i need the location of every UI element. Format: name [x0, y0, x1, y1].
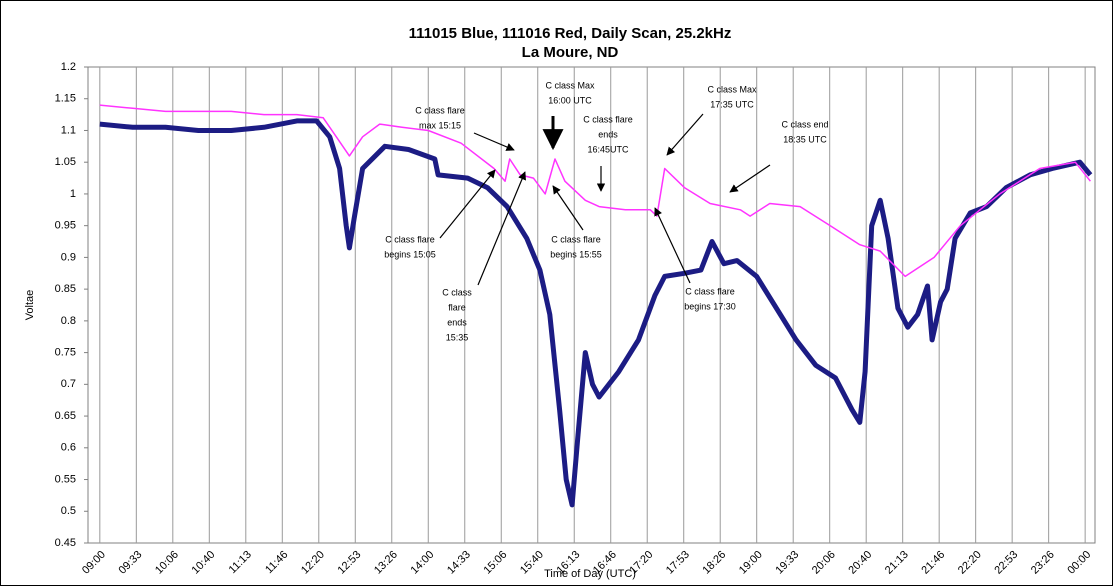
annotation-arrow: [729, 164, 771, 193]
y-tick-label: 1.2: [61, 61, 76, 73]
y-tick-label: 0.65: [55, 410, 76, 422]
annotation: C class flare: [551, 234, 601, 244]
annotation-arrow: [439, 169, 496, 239]
annotation: C class flare: [583, 114, 633, 124]
annotation: C class flare: [415, 105, 465, 115]
y-tick-label: 0.75: [55, 347, 76, 359]
annotation: 16:45UTC: [587, 144, 629, 154]
annotation: ends: [447, 317, 467, 327]
annotation: C class flare: [385, 234, 435, 244]
y-tick-label: 0.55: [55, 473, 76, 485]
y-tick-label: 1.15: [55, 93, 76, 105]
y-tick-label: 0.7: [61, 378, 76, 390]
annotation: C class Max: [707, 84, 757, 94]
annotation: C class Max: [545, 80, 595, 90]
chart-subtitle: La Moure, ND: [522, 44, 619, 61]
series-line: [99, 104, 1091, 278]
plot-area: [87, 66, 1096, 544]
annotation-arrow: [654, 207, 691, 284]
y-tick-label: 1.05: [55, 156, 76, 168]
annotation: flare: [448, 302, 466, 312]
annotation: C class: [442, 287, 472, 297]
annotation-arrow: [477, 171, 526, 286]
y-tick-label: 1: [70, 188, 76, 200]
annotation: 17:35 UTC: [710, 99, 754, 109]
chart-title: 111015 Blue, 111016 Red, Daily Scan, 25.…: [409, 25, 732, 42]
series-line: [99, 118, 1093, 508]
y-tick-label: 0.8: [61, 315, 76, 327]
annotation: 16:00 UTC: [548, 95, 592, 105]
annotation: begins 17:30: [684, 301, 736, 311]
annotation: ends: [598, 129, 618, 139]
y-tick-label: 0.5: [61, 505, 76, 517]
annotation: max 15:15: [419, 120, 461, 130]
y-tick-label: 0.9: [61, 251, 76, 263]
annotation: 15:35: [446, 332, 469, 342]
annotation: 18:35 UTC: [783, 134, 827, 144]
annotation-arrow: [552, 185, 584, 231]
annotation-arrow: [473, 132, 515, 151]
y-tick-label: 1.1: [61, 124, 76, 136]
x-axis-label: Time of Day (UTC): [544, 568, 636, 580]
y-tick-label: 0.45: [55, 537, 76, 549]
y-tick-label: 0.95: [55, 220, 76, 232]
annotation: C class flare: [685, 286, 735, 296]
annotation: C class end: [781, 119, 828, 129]
y-axis-label: Voltae: [24, 290, 36, 321]
annotation: begins 15:05: [384, 249, 436, 259]
y-tick-label: 0.85: [55, 283, 76, 295]
annotation: begins 15:55: [550, 249, 602, 259]
annotation-arrow: [666, 113, 704, 156]
y-tick-label: 0.6: [61, 442, 76, 454]
